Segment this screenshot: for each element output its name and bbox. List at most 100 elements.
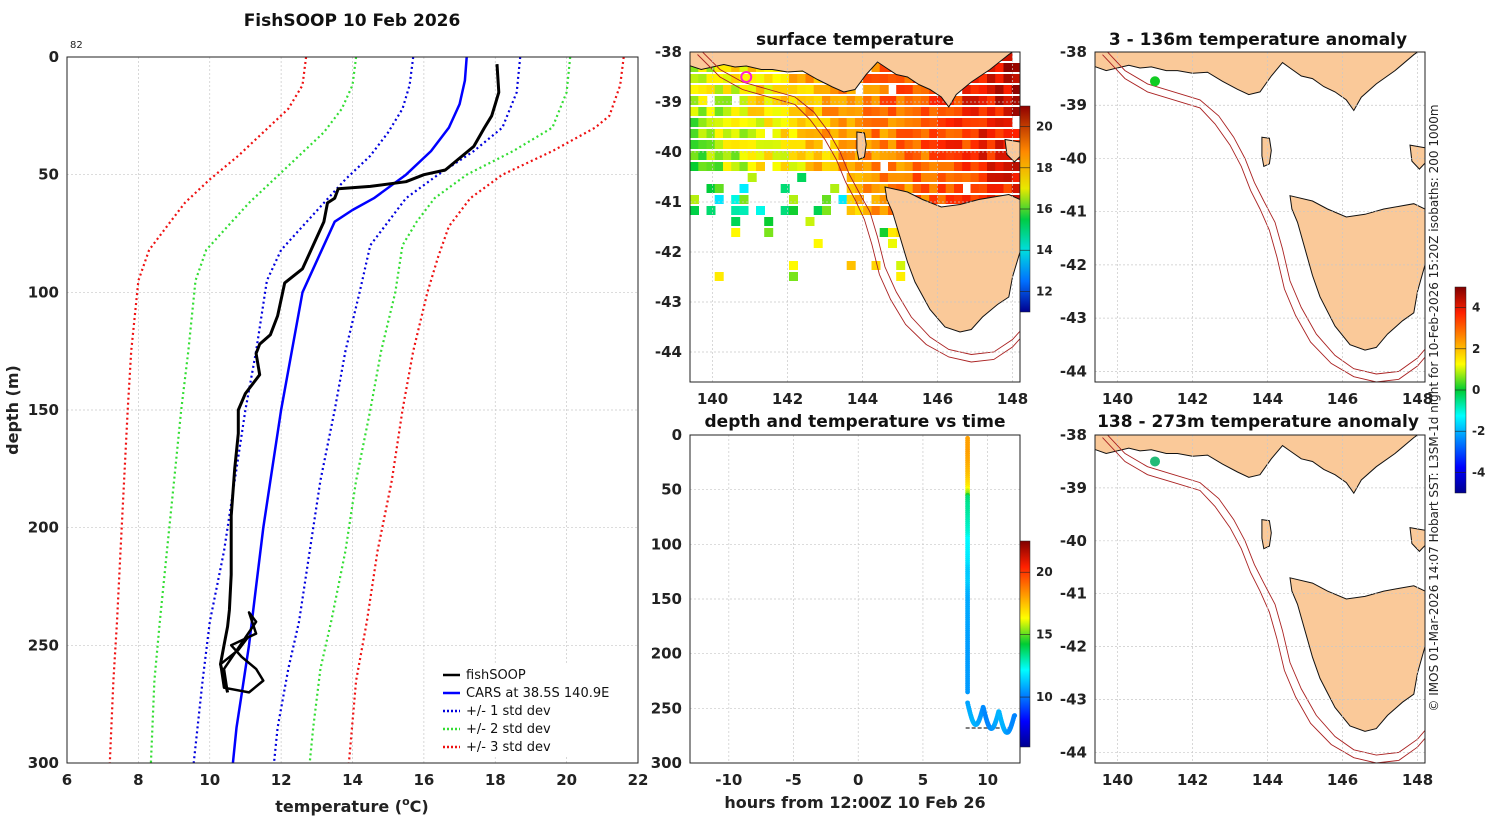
isobath-1000m xyxy=(1102,54,1425,382)
sst-pixel xyxy=(987,173,996,182)
sst-pixel xyxy=(772,118,782,127)
profile-series--1-std-dev xyxy=(272,57,522,763)
sst-pixel xyxy=(1020,96,1029,105)
sst-pixel xyxy=(706,74,716,83)
time-point xyxy=(1012,713,1018,718)
sst-pixel xyxy=(813,151,823,160)
sst-pixel xyxy=(863,206,873,215)
sst-pixel xyxy=(912,96,922,105)
sst-pixel xyxy=(871,140,881,149)
land-tasmania xyxy=(884,186,1020,333)
sst-pixel xyxy=(739,206,749,215)
sst-pixel xyxy=(888,228,897,237)
sst-pixel xyxy=(731,217,741,226)
time-x-tick-label: 5 xyxy=(918,771,928,789)
sst-pixel xyxy=(813,162,823,171)
sst-pixel xyxy=(896,96,906,105)
anomaly-map-upper: 3 - 136m temperature anomaly 140 142 144 14… xyxy=(1060,30,1433,408)
anomaly-upper-title: 3 - 136m temperature anomaly xyxy=(1109,30,1407,50)
sst-pixel xyxy=(731,140,741,149)
sst-pixel xyxy=(846,206,856,215)
sst-pixel xyxy=(954,140,963,149)
sst-pixel xyxy=(698,85,708,94)
sst-pixel xyxy=(764,151,774,160)
sst-pixel xyxy=(756,140,765,149)
sst-pixel xyxy=(780,85,790,94)
sst-pixel xyxy=(912,118,922,127)
sst-pixel xyxy=(739,162,749,171)
credit-text: © IMOS 01-Mar-2026 14:07 Hobart SST: L3S… xyxy=(1427,104,1441,711)
sst-pixel xyxy=(805,151,815,160)
sst-pixel xyxy=(838,107,848,116)
sst-pixel xyxy=(954,118,963,127)
sst-pixel xyxy=(706,206,716,215)
sst-pixel xyxy=(888,74,897,83)
sst-pixel xyxy=(871,63,881,72)
sst-pixel xyxy=(871,74,881,83)
sst-pixel xyxy=(690,96,699,105)
sst-pixel xyxy=(912,140,922,149)
sst-colorbar-ticks: 12 14 16 18 20 xyxy=(1020,120,1053,298)
sst-pixel xyxy=(723,107,732,116)
map-y-tick-label: -40 xyxy=(1060,532,1087,550)
sst-pixel xyxy=(937,151,947,160)
sst-pixel xyxy=(1020,52,1029,61)
map-y-tick-label: -38 xyxy=(1060,43,1087,61)
sst-pixel xyxy=(962,140,972,149)
map-y-tick-label: -44 xyxy=(655,343,682,361)
sst-pixel xyxy=(970,162,980,171)
sst-pixel xyxy=(987,107,996,116)
sst-pixel xyxy=(871,118,881,127)
sst-pixel xyxy=(739,118,749,127)
map-x-tick-label: 140 xyxy=(1102,771,1133,789)
sst-pixel xyxy=(706,129,716,138)
sst-pixel xyxy=(921,85,930,94)
time-x-tick-label: -10 xyxy=(715,771,742,789)
anomaly-colorbar-tick-label: 4 xyxy=(1472,301,1480,315)
sst-pixel xyxy=(747,96,757,105)
sst-pixel xyxy=(772,162,782,171)
sst-pixel xyxy=(978,118,988,127)
sst-pixel xyxy=(739,140,749,149)
sst-pixel xyxy=(896,173,906,182)
sst-pixel xyxy=(888,239,897,248)
sst-pixel xyxy=(937,96,947,105)
sst-pixel xyxy=(929,173,939,182)
sst-pixel xyxy=(863,85,873,94)
sst-pixel xyxy=(855,162,864,171)
isobath-1000m xyxy=(1102,437,1425,763)
sst-pixel xyxy=(978,162,988,171)
sst-pixel xyxy=(863,74,873,83)
map-y-tick-label: -42 xyxy=(1060,256,1087,274)
profile-series--2-std-dev xyxy=(149,57,358,763)
time-y-tick-label: 0 xyxy=(672,426,682,444)
sst-pixel xyxy=(690,140,699,149)
sst-pixel xyxy=(731,129,741,138)
profile-title: FishSOOP 10 Feb 2026 xyxy=(244,11,461,31)
sst-pixel xyxy=(937,184,947,193)
sst-pixel xyxy=(855,173,864,182)
sst-pixel xyxy=(706,107,716,116)
sst-pixel xyxy=(871,107,881,116)
legend-label: +/- 1 std dev xyxy=(466,704,551,719)
sst-pixel xyxy=(830,162,840,171)
map-x-tick-label: 144 xyxy=(847,390,878,408)
sst-pixel xyxy=(855,107,864,116)
map-y-tick-label: -40 xyxy=(655,143,682,161)
sst-pixel xyxy=(780,74,790,83)
sst-pixel xyxy=(945,118,955,127)
sst-colorbar-tick-label: 14 xyxy=(1036,243,1053,257)
sst-pixel xyxy=(764,96,774,105)
sst-pixel xyxy=(888,151,897,160)
sst-pixel xyxy=(764,107,774,116)
isobath-1000m xyxy=(697,54,1020,363)
isobath-200m xyxy=(701,52,1020,355)
sst-pixel xyxy=(937,107,947,116)
sst-pixel xyxy=(888,107,897,116)
sst-pixel xyxy=(838,96,848,105)
profile-y-tick-label: 50 xyxy=(38,166,59,184)
map-x-tick-label: 140 xyxy=(697,390,728,408)
sst-pixel xyxy=(813,107,823,116)
sst-pixel xyxy=(970,85,980,94)
map-y-tick-label: -38 xyxy=(655,43,682,61)
